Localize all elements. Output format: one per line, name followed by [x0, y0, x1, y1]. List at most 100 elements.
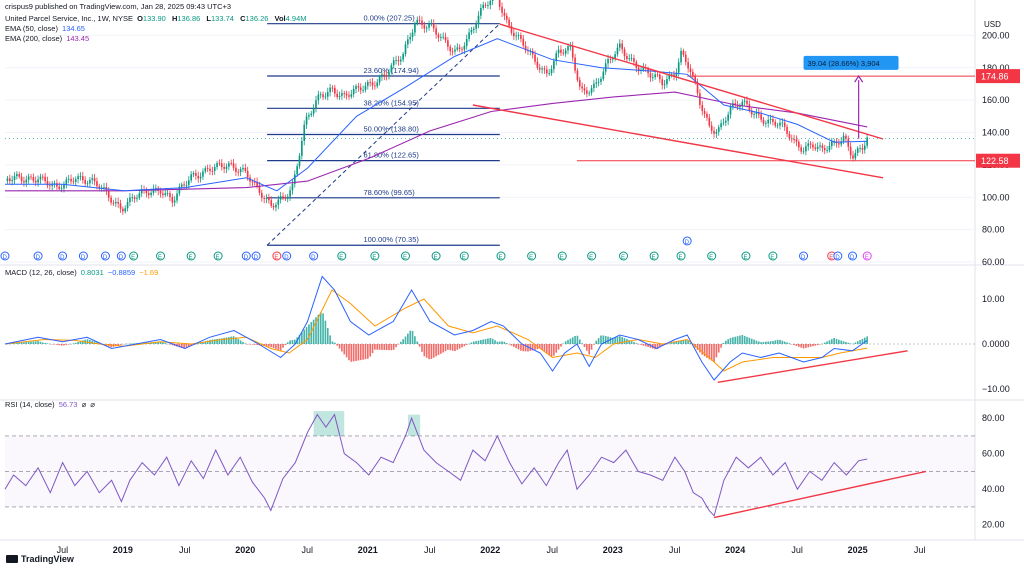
macd-histogram-bar [185, 344, 188, 349]
macd-histogram-bar [477, 340, 480, 344]
event-marker-e [337, 251, 347, 261]
candle-body [56, 183, 58, 187]
candle-body [765, 123, 767, 124]
macd-histogram-bar [421, 344, 423, 352]
candle-body [317, 94, 320, 101]
candle-body [826, 150, 828, 151]
candle-body [244, 167, 247, 171]
candle-body [819, 145, 821, 147]
price-tick-label: 180.00 [982, 63, 1010, 73]
macd-histogram-bar [27, 341, 30, 344]
rsi-na-2: ⌀ [90, 400, 95, 409]
fib-level-label: 78.60% (99.65) [363, 188, 415, 197]
time-tick-label: 2020 [235, 545, 255, 555]
macd-histogram-bar [359, 344, 362, 361]
macd-histogram-bar [317, 314, 320, 344]
candle-body [399, 59, 402, 62]
macd-histogram-bar [72, 343, 75, 344]
symbol-title[interactable]: United Parcel Service, Inc., 1W, NYSE [5, 14, 133, 23]
macd-histogram-bar [376, 344, 379, 350]
candle-body [816, 146, 819, 149]
candle-body [668, 74, 671, 80]
candle-body [463, 45, 466, 50]
candle-body [414, 23, 416, 33]
candle-body [760, 114, 762, 120]
macd-histogram-bar [680, 340, 682, 344]
macd-histogram-bar [861, 338, 864, 344]
candle-body [289, 190, 291, 197]
macd-histogram-bar [788, 343, 791, 344]
candle-body [272, 205, 275, 208]
macd-histogram-bar [484, 339, 487, 344]
candle-body [503, 12, 506, 16]
candle-body [301, 140, 303, 156]
rsi-legend[interactable]: RSI (14, close) 56.73 ⌀ ⌀ [5, 400, 97, 410]
candle-body [315, 100, 317, 109]
event-marker-d [58, 251, 68, 261]
macd-histogram-bar [235, 337, 237, 344]
candle-body [319, 94, 322, 96]
event-marker-e [557, 251, 567, 261]
macd-histogram-bar [534, 344, 536, 350]
candle-body [701, 104, 704, 112]
candle-body [703, 111, 706, 114]
macd-legend[interactable]: MACD (12, 26, close) 0.8031 −0.8859 −1.6… [5, 268, 160, 278]
macd-histogram-bar [275, 344, 277, 349]
ema200-legend[interactable]: EMA (200, close) 143.45 [5, 34, 91, 44]
macd-histogram-bar [527, 344, 529, 352]
macd-histogram-bar [456, 344, 459, 350]
event-marker-letter: D [254, 255, 259, 261]
candle-body [30, 176, 32, 178]
fib-level-label: 100.00% (70.35) [363, 235, 419, 244]
macd-histogram-bar [430, 344, 433, 359]
candle-body [303, 124, 306, 141]
close-label: C [240, 14, 246, 23]
candle-body [74, 179, 77, 182]
candle-body [164, 193, 167, 196]
macd-histogram-bar [743, 335, 746, 344]
macd-histogram-bar [206, 340, 209, 344]
macd-histogram-bar [324, 320, 327, 344]
macd-histogram-bar [494, 340, 496, 344]
macd-histogram-bar [225, 337, 228, 344]
macd-histogram-bar [659, 344, 661, 348]
macd-histogram-bar [155, 342, 157, 344]
candle-body [407, 39, 409, 45]
candle-body [472, 28, 475, 31]
candle-body [159, 190, 162, 194]
macd-histogram-bar [23, 342, 25, 344]
candle-body [296, 166, 298, 175]
candle-body [840, 141, 843, 145]
macd-label: MACD (12, 26, close) [5, 268, 77, 277]
macd-histogram-bar [513, 344, 515, 347]
macd-histogram-bar [593, 344, 595, 345]
macd-histogram-bar [482, 339, 485, 344]
macd-histogram-bar [355, 344, 357, 361]
macd-histogram-bar [790, 344, 793, 345]
candle-body [114, 201, 117, 204]
candle-body [388, 72, 390, 77]
event-marker-letter: E [829, 255, 833, 261]
macd-histogram-bar [228, 337, 230, 344]
candle-body [555, 53, 558, 61]
macd-histogram-bar [53, 344, 56, 345]
macd-histogram-bar [793, 344, 795, 346]
macd-histogram-bar [524, 344, 527, 352]
macd-histogram-bar [449, 344, 452, 351]
candle-body [246, 170, 249, 178]
rsi-na-1: ⌀ [81, 400, 87, 409]
ema50-legend[interactable]: EMA (50, close) 134.65 [5, 24, 87, 34]
tradingview-logo[interactable]: TradingView [6, 554, 74, 564]
macd-histogram-bar [826, 341, 828, 344]
macd-histogram-bar [769, 341, 772, 344]
macd-histogram-bar [93, 341, 96, 344]
candle-body [781, 122, 784, 124]
candle-body [517, 35, 520, 36]
macd-histogram-bar [383, 344, 386, 350]
candle-body [366, 82, 369, 86]
macd-histogram-bar [720, 344, 722, 348]
fib-level-label: 38.20% (154.95) [363, 98, 419, 107]
candle-body [362, 89, 364, 91]
candle-body [169, 193, 171, 198]
